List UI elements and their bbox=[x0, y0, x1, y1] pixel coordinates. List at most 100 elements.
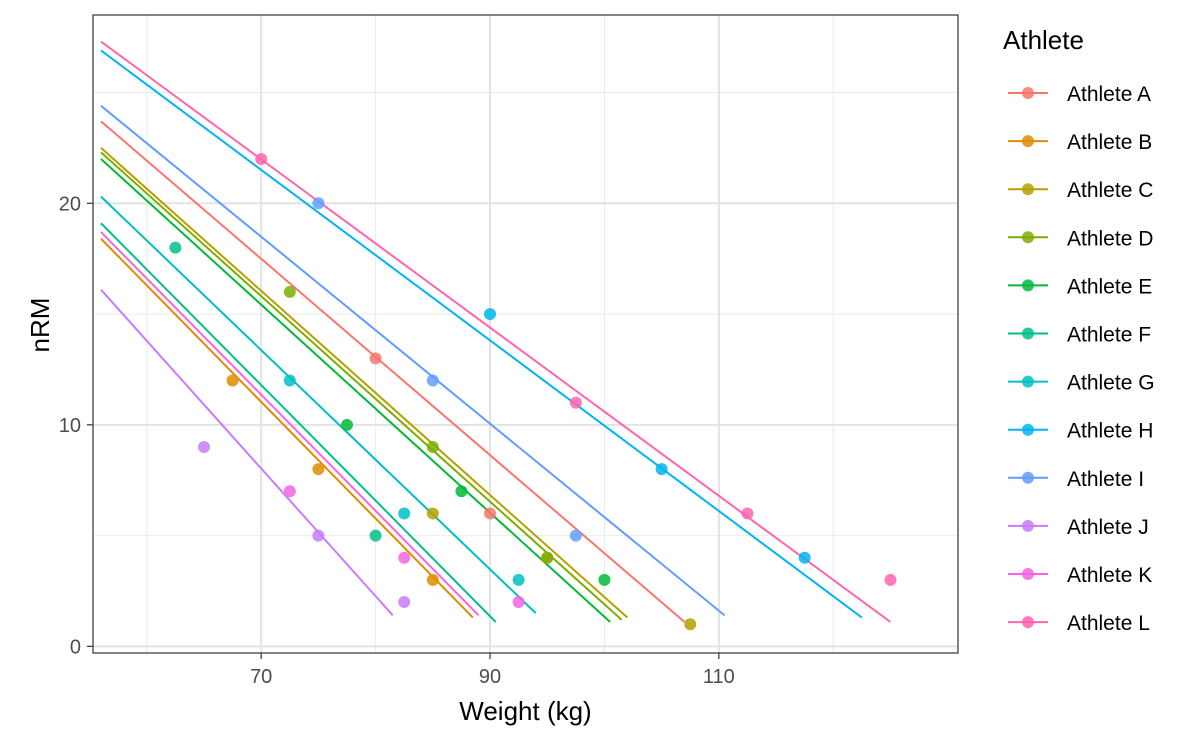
y-tick-label: 0 bbox=[70, 636, 81, 658]
legend-item-athlete-f: Athlete F bbox=[1008, 324, 1151, 347]
data-point-athlete-g bbox=[283, 374, 296, 387]
legend-item-athlete-b: Athlete B bbox=[1008, 131, 1152, 154]
fit-line-athlete-g bbox=[100, 195, 537, 614]
grid-layer bbox=[93, 15, 958, 653]
x-axis-title: Weight (kg) bbox=[459, 696, 591, 726]
data-point-athlete-c bbox=[684, 618, 697, 631]
data-point-athlete-k bbox=[398, 551, 411, 564]
data-point-athlete-k bbox=[512, 596, 525, 609]
fit-line-athlete-a bbox=[100, 120, 686, 623]
legend-key-point bbox=[1022, 519, 1034, 532]
fit-line-athlete-d bbox=[100, 151, 623, 621]
data-point-athlete-a bbox=[369, 352, 382, 365]
data-point-athlete-l bbox=[741, 507, 754, 520]
data-point-athlete-f bbox=[369, 529, 382, 542]
legend-items: Athlete A Athlete B Athlete C Athlete D Athl… bbox=[1008, 83, 1155, 635]
data-point-athlete-b bbox=[426, 573, 439, 586]
data-point-athlete-g bbox=[398, 507, 411, 520]
x-tick-label: 70 bbox=[250, 666, 272, 688]
data-point-athlete-l bbox=[569, 396, 582, 409]
data-point-athlete-d bbox=[541, 551, 554, 564]
legend-item-athlete-e: Athlete E bbox=[1008, 275, 1152, 298]
legend-label: Athlete I bbox=[1067, 468, 1144, 491]
fit-line-athlete-c bbox=[100, 147, 628, 619]
axis-layer: 70 90 110 0 10 20 bbox=[59, 193, 735, 688]
fit-line-athlete-e bbox=[100, 158, 611, 623]
fit-line-athlete-j bbox=[100, 289, 394, 617]
data-point-athlete-j bbox=[398, 596, 411, 609]
legend-label: Athlete E bbox=[1067, 275, 1152, 298]
legend-label: Athlete L bbox=[1067, 612, 1150, 635]
legend-label: Athlete F bbox=[1067, 324, 1151, 347]
legend-key-point bbox=[1022, 135, 1034, 148]
x-tick-label: 110 bbox=[703, 666, 735, 688]
legend-item-athlete-j: Athlete J bbox=[1008, 516, 1149, 539]
legend-label: Athlete B bbox=[1067, 131, 1152, 154]
data-point-athlete-d bbox=[283, 285, 296, 298]
legend-key-point bbox=[1022, 183, 1034, 196]
legend-label: Athlete J bbox=[1067, 516, 1149, 539]
fit-line-athlete-b bbox=[100, 238, 474, 619]
fit-line-athlete-i bbox=[100, 105, 726, 617]
data-point-athlete-k bbox=[283, 485, 296, 498]
legend-label: Athlete K bbox=[1067, 564, 1152, 587]
legend-key-point bbox=[1022, 231, 1034, 244]
y-tick-label: 10 bbox=[59, 415, 81, 437]
data-point-athlete-d bbox=[426, 440, 439, 453]
data-point-athlete-h bbox=[655, 463, 668, 476]
data-point-athlete-j bbox=[197, 440, 210, 453]
data-point-athlete-l bbox=[255, 152, 268, 165]
data-point-athlete-i bbox=[312, 197, 325, 210]
legend-key-point bbox=[1022, 568, 1034, 580]
data-point-athlete-a bbox=[484, 507, 497, 520]
legend-key-point bbox=[1022, 87, 1034, 99]
data-point-athlete-h bbox=[484, 308, 497, 321]
data-point-athlete-e bbox=[455, 485, 468, 498]
legend-key-point bbox=[1022, 327, 1034, 340]
legend-item-athlete-i: Athlete I bbox=[1008, 468, 1144, 491]
legend-item-athlete-a: Athlete A bbox=[1008, 83, 1151, 106]
legend-title: Athlete bbox=[1003, 25, 1084, 55]
data-point-athlete-c bbox=[426, 507, 439, 520]
y-axis-title: nRM bbox=[25, 298, 55, 353]
y-tick-label: 20 bbox=[59, 193, 81, 215]
fit-line-athlete-f bbox=[100, 222, 497, 623]
legend-label: Athlete C bbox=[1067, 179, 1153, 202]
legend-item-athlete-k: Athlete K bbox=[1008, 564, 1152, 587]
fit-line-athlete-k bbox=[100, 231, 480, 617]
legend-key-point bbox=[1022, 375, 1034, 388]
legend-item-athlete-l: Athlete L bbox=[1008, 612, 1150, 635]
legend-item-athlete-c: Athlete C bbox=[1008, 179, 1153, 202]
fit-line-athlete-h bbox=[100, 49, 863, 619]
legend-key-point bbox=[1022, 616, 1034, 629]
data-point-athlete-e bbox=[341, 418, 354, 431]
legend-label: Athlete D bbox=[1067, 227, 1153, 250]
panel-border bbox=[92, 14, 959, 654]
legend-key-point bbox=[1022, 471, 1034, 484]
legend-key-point bbox=[1022, 279, 1034, 292]
x-tick-label: 90 bbox=[479, 666, 501, 688]
data-point-athlete-h bbox=[798, 551, 811, 564]
data-point-athlete-j bbox=[312, 529, 325, 542]
data-point-athlete-b bbox=[226, 374, 239, 387]
data-point-athlete-f bbox=[169, 241, 182, 254]
legend-item-athlete-h: Athlete H bbox=[1008, 420, 1153, 443]
points-layer bbox=[169, 152, 897, 631]
legend-item-athlete-d: Athlete D bbox=[1008, 227, 1153, 250]
fit-line-athlete-l bbox=[100, 40, 892, 623]
data-point-athlete-l bbox=[884, 573, 897, 586]
data-point-athlete-e bbox=[598, 573, 611, 586]
data-point-athlete-i bbox=[426, 374, 439, 387]
data-point-athlete-g bbox=[512, 573, 525, 586]
legend-key-point bbox=[1022, 423, 1034, 436]
legend-item-athlete-g: Athlete G bbox=[1008, 372, 1155, 395]
legend-label: Athlete G bbox=[1067, 372, 1155, 395]
data-point-athlete-i bbox=[569, 529, 582, 542]
legend-label: Athlete A bbox=[1067, 83, 1151, 106]
fit-lines-layer bbox=[100, 40, 892, 623]
legend-label: Athlete H bbox=[1067, 420, 1153, 443]
data-point-athlete-b bbox=[312, 463, 325, 476]
